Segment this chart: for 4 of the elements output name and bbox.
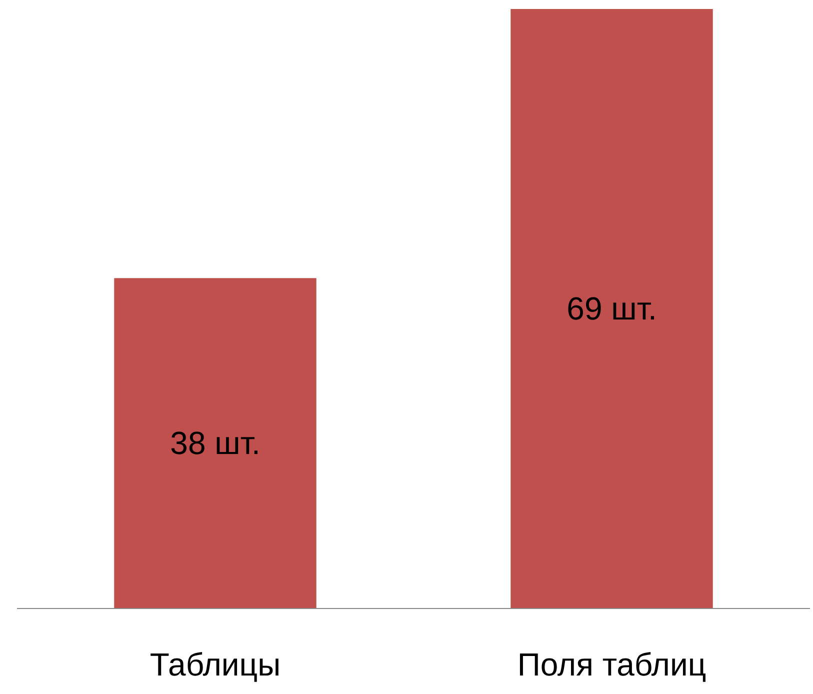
- data-label: 69 шт.: [566, 290, 657, 326]
- x-tick-label: Таблицы: [150, 646, 281, 682]
- data-label: 38 шт.: [170, 425, 260, 462]
- x-tick-label: Поля таблиц: [517, 646, 706, 682]
